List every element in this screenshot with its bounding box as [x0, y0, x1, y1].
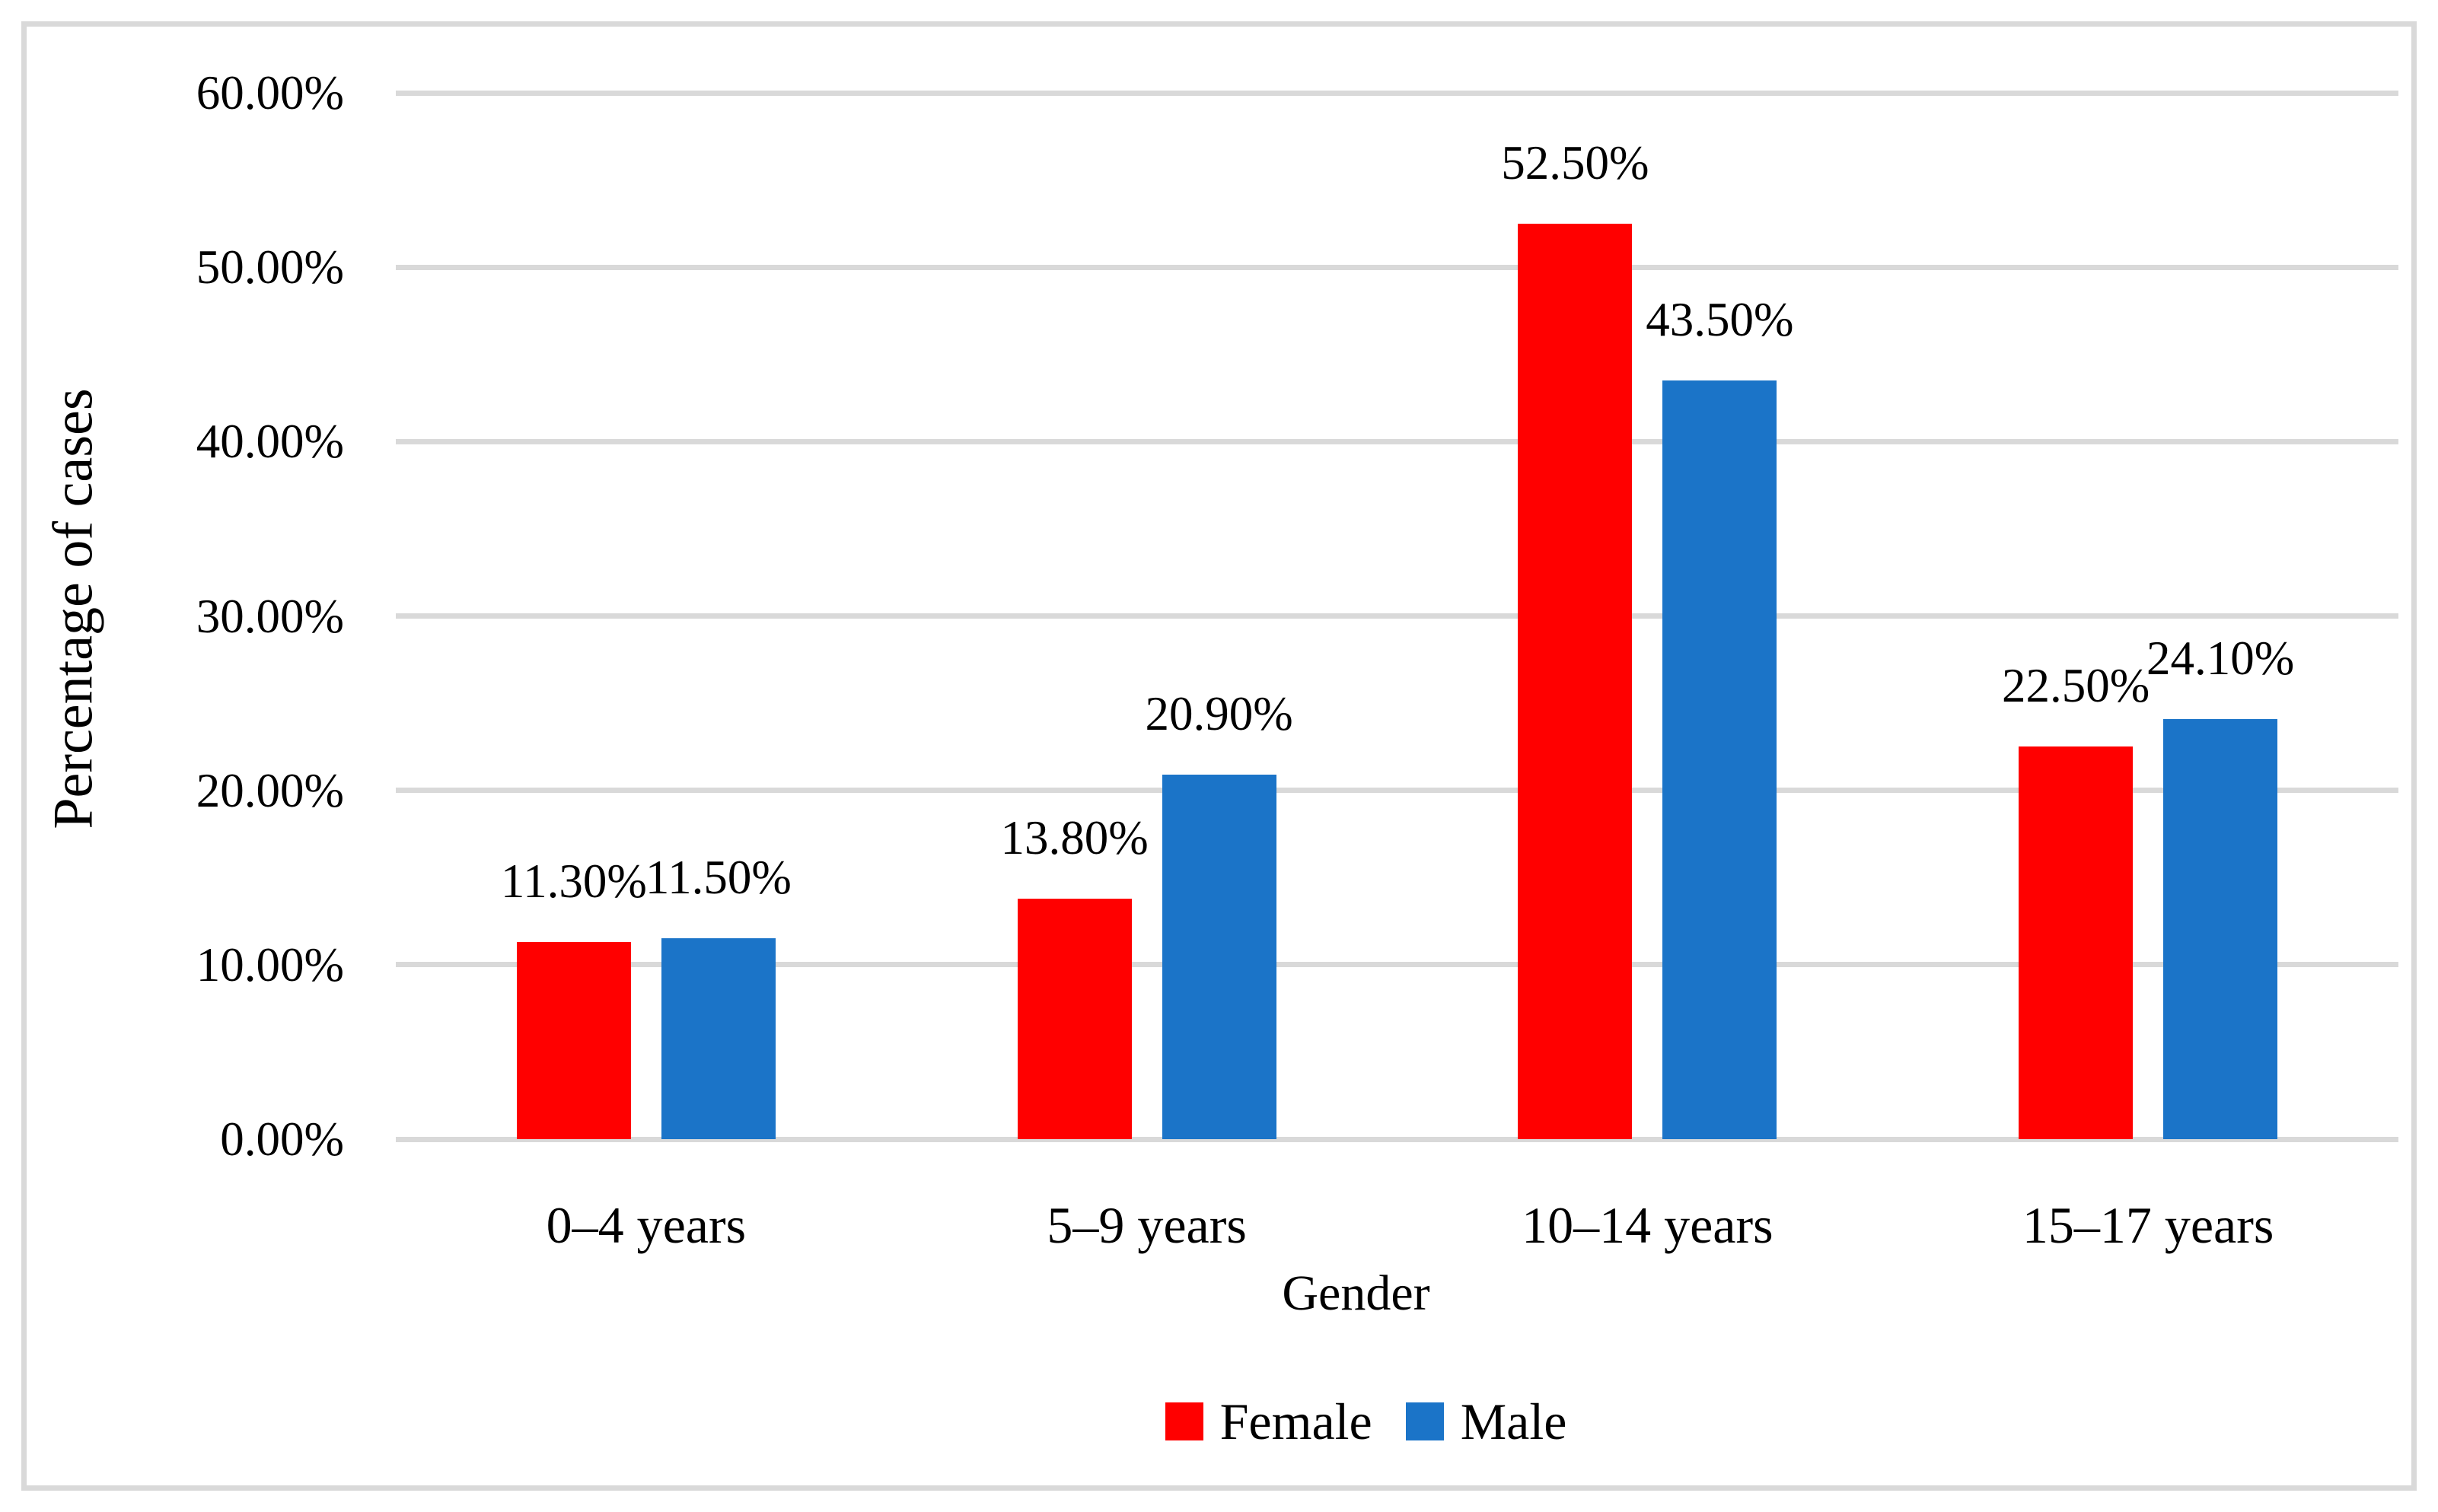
y-tick-label-50-percent: 50.00% [196, 240, 344, 294]
x-category-label-5-9-years: 5–9 years [1047, 1196, 1247, 1254]
y-tick-label-60-percent: 60.00% [196, 66, 344, 119]
bar-male-15-17-years [2163, 718, 2278, 1139]
gridline-20-percent [396, 788, 2398, 794]
legend-swatch-male [1405, 1402, 1444, 1440]
bar-female-15-17-years [2019, 746, 2134, 1139]
data-label-female-15-17-years: 22.50% [2002, 659, 2150, 713]
y-tick-label-10-percent: 10.00% [196, 937, 344, 992]
plot-area: 11.30% 11.50% 13.80% 20.90% 52.50% 43.50% 22.5… [396, 90, 2398, 1142]
legend-label-female: Female [1219, 1393, 1372, 1450]
data-label-male-5-9-years: 20.90% [1145, 687, 1293, 741]
legend-label-male: Male [1460, 1393, 1567, 1450]
bar-male-0-4-years [661, 938, 776, 1139]
data-label-female-0-4-years: 11.30% [500, 855, 647, 909]
gridline-60-percent [396, 90, 2398, 96]
bar-male-10-14-years [1662, 380, 1777, 1139]
bar-male-5-9-years [1162, 775, 1276, 1139]
y-tick-label-20-percent: 20.00% [196, 763, 344, 817]
x-category-labels: 0–4 years 5–9 years 10–14 years 15–17 years [396, 1196, 2398, 1265]
y-tick-label-30-percent: 30.00% [196, 589, 344, 643]
chart-frame-border [21, 21, 2417, 1491]
data-label-male-10-14-years: 43.50% [1646, 293, 1794, 347]
x-category-label-0-4-years: 0–4 years [546, 1196, 747, 1254]
x-category-label-15-17-years: 15–17 years [2022, 1196, 2274, 1254]
legend-swatch-female [1165, 1402, 1203, 1440]
legend-item-male: Male [1405, 1391, 1567, 1452]
data-label-female-5-9-years: 13.80% [1000, 810, 1149, 864]
y-tick-label-0-percent: 0.00% [220, 1113, 344, 1166]
x-axis-title: Gender [1282, 1265, 1430, 1321]
legend: Female Male [147, 1391, 2438, 1452]
gridline-50-percent [396, 264, 2398, 270]
gridline-30-percent [396, 613, 2398, 619]
data-label-male-0-4-years: 11.50% [645, 851, 792, 905]
bar-female-5-9-years [1017, 898, 1132, 1139]
x-category-label-10-14-years: 10–14 years [1522, 1196, 1774, 1254]
data-label-male-15-17-years: 24.10% [2146, 631, 2295, 685]
data-label-female-10-14-years: 52.50% [1501, 135, 1649, 189]
y-tick-label-40-percent: 40.00% [196, 415, 344, 469]
legend-item-female: Female [1165, 1391, 1372, 1452]
gridline-0-percent [396, 1136, 2398, 1142]
bar-female-0-4-years [516, 942, 631, 1139]
bar-female-10-14-years [1518, 223, 1633, 1139]
y-axis-tick-labels: 0.00% 10.00% 20.00% 30.00% 40.00% 50.00% 60.00… [0, 0, 344, 1512]
gridline-10-percent [396, 962, 2398, 968]
gridline-40-percent [396, 438, 2398, 444]
